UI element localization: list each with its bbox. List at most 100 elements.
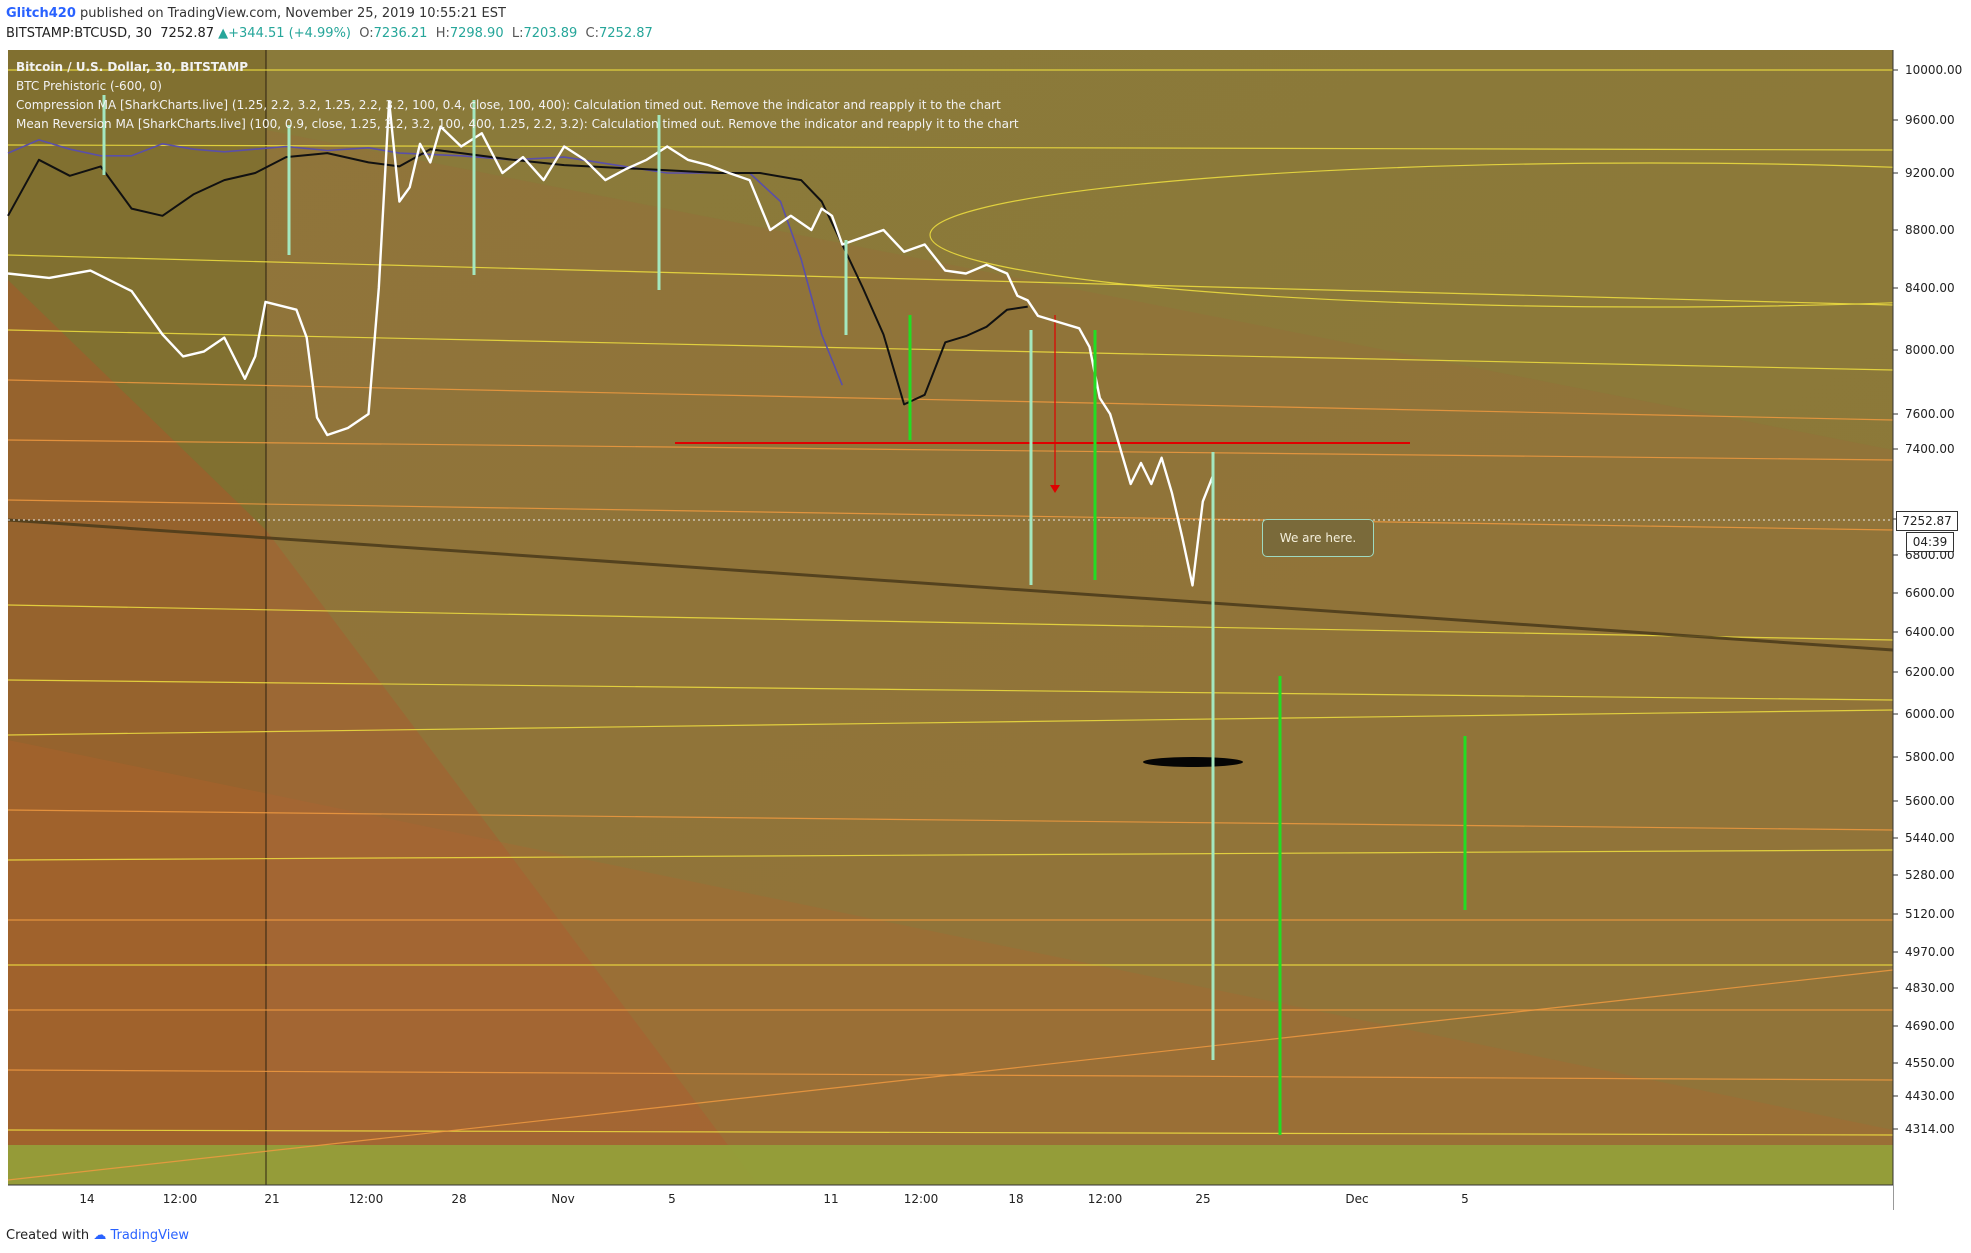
high-value: 7298.90 xyxy=(449,26,504,41)
x-tick-label: 12:00 xyxy=(163,1192,198,1206)
left-shaded-region xyxy=(8,50,266,1185)
current-price-badge: 7252.87 xyxy=(1896,511,1958,531)
x-axis-panel xyxy=(0,1185,1893,1210)
y-tick-label: 4830.00 xyxy=(1905,981,1955,995)
y-tick-label: 6200.00 xyxy=(1905,665,1955,679)
x-tick-label: 11 xyxy=(823,1192,838,1206)
bar-countdown-badge: 04:39 xyxy=(1906,532,1954,552)
publish-info: published on TradingView.com, November 2… xyxy=(80,6,506,21)
legend-prehistoric[interactable]: BTC Prehistoric (-600, 0) xyxy=(16,79,162,93)
author-link[interactable]: Glitch420 xyxy=(6,6,76,21)
black-target-ellipse xyxy=(1143,757,1243,767)
trendline xyxy=(7,518,1894,652)
signal-markers xyxy=(102,95,1467,1135)
price-chart[interactable]: 10400.0010000.009600.009200.008800.00840… xyxy=(0,50,1971,1220)
y-tick-label: 9200.00 xyxy=(1905,166,1955,180)
orange-lower-zone xyxy=(8,740,1893,1185)
x-axis[interactable]: 14 12:00 21 12:00 28 Nov 5 11 12:00 18 12:00 25 Dec 5 xyxy=(0,1184,1893,1210)
high-label: H: xyxy=(435,26,450,41)
fib-line-6 xyxy=(7,499,1894,531)
moving-averages xyxy=(7,139,1028,406)
orange-triangle-zone xyxy=(8,280,758,1185)
y-tick-label: 5800.00 xyxy=(1905,750,1955,764)
open-value: 7236.21 xyxy=(373,26,428,41)
x-tick-label: 14 xyxy=(79,1192,94,1206)
change-up-icon: ▲ xyxy=(218,26,229,41)
fib-line-16 xyxy=(7,1129,1894,1136)
close-value: 7252.87 xyxy=(599,26,653,41)
y-tick-label: 5600.00 xyxy=(1905,794,1955,808)
y-tick-label: 5280.00 xyxy=(1905,868,1955,882)
x-tick-label: 12:00 xyxy=(904,1192,939,1206)
last-price: 7252.87 xyxy=(160,26,214,41)
y-tick-label: 4314.00 xyxy=(1905,1122,1955,1136)
y-tick-label: 6000.00 xyxy=(1905,707,1955,721)
fib-arc xyxy=(929,162,1971,308)
x-tick-label: 5 xyxy=(1461,1192,1469,1206)
x-tick-label: 12:00 xyxy=(1088,1192,1123,1206)
green-floor-band xyxy=(8,1145,1893,1185)
y-tick-label: 8400.00 xyxy=(1905,281,1955,295)
indicator-legend: Bitcoin / U.S. Dollar, 30, BITSTAMP BTC … xyxy=(16,58,1019,134)
open-label: O: xyxy=(359,26,374,41)
fib-line-17 xyxy=(7,969,1894,1181)
fib-line-5 xyxy=(7,439,1894,461)
x-tick-label: 21 xyxy=(264,1192,279,1206)
x-tick-label: Nov xyxy=(551,1192,574,1206)
publish-line: Glitch420 published on TradingView.com, … xyxy=(6,6,506,21)
y-tick-label: 4550.00 xyxy=(1905,1056,1955,1070)
fib-line-7 xyxy=(7,604,1894,641)
low-value: 7203.89 xyxy=(523,26,578,41)
y-axis[interactable]: 10400.0010000.009600.009200.008800.00840… xyxy=(1892,50,1971,1210)
price-series xyxy=(7,100,1215,587)
x-tick-label: 25 xyxy=(1195,1192,1210,1206)
fib-line-4 xyxy=(7,379,1894,421)
red-arrow-head xyxy=(1050,485,1060,493)
x-tick-label: Dec xyxy=(1345,1192,1368,1206)
fib-line-2 xyxy=(7,254,1894,306)
fib-line-10 xyxy=(7,809,1894,831)
low-label: L: xyxy=(511,26,524,41)
btc-price-line xyxy=(7,100,1215,587)
plot-area xyxy=(8,50,1893,1185)
legend-compression-ma[interactable]: Compression MA [SharkCharts.live] (1.25,… xyxy=(16,98,1001,112)
y-tick-label: 6400.00 xyxy=(1905,625,1955,639)
ohlc-line: BITSTAMP:BTCUSD, 30 7252.87 ▲+344.51 (+4… xyxy=(6,26,653,41)
chart-background xyxy=(8,50,1893,1185)
change-value: +344.51 (+4.99%) xyxy=(228,26,351,41)
created-with-label: Created with xyxy=(6,1228,90,1243)
y-tick-label: 7400.00 xyxy=(1905,442,1955,456)
y-tick-label: 7600.00 xyxy=(1905,407,1955,421)
y-tick-label: 8000.00 xyxy=(1905,343,1955,357)
y-tick-label: 8800.00 xyxy=(1905,223,1955,237)
legend-mean-reversion-ma[interactable]: Mean Reversion MA [SharkCharts.live] (10… xyxy=(16,117,1019,131)
tradingview-logo-icon: ☁ xyxy=(93,1228,107,1243)
y-axis-panel xyxy=(1893,50,1971,1210)
close-label: C: xyxy=(585,26,599,41)
tradingview-brand-link[interactable]: TradingView xyxy=(110,1228,189,1243)
y-tick-label: 10000.00 xyxy=(1905,63,1962,77)
fib-line-3 xyxy=(7,329,1894,371)
fib-lines xyxy=(7,69,1971,1181)
y-tick-label: 5120.00 xyxy=(1905,907,1955,921)
fib-line-9 xyxy=(7,709,1894,736)
y-tick-label: 4430.00 xyxy=(1905,1089,1955,1103)
y-tick-label: 5440.00 xyxy=(1905,831,1955,845)
x-tick-label: 28 xyxy=(451,1192,466,1206)
x-tick-label: 12:00 xyxy=(349,1192,384,1206)
legend-title: Bitcoin / U.S. Dollar, 30, BITSTAMP xyxy=(16,60,249,74)
symbol-label: BITSTAMP:BTCUSD, 30 xyxy=(6,26,152,41)
fib-line-8 xyxy=(7,679,1894,701)
y-tick-label: 6600.00 xyxy=(1905,586,1955,600)
we-are-here-callout: We are here. xyxy=(1262,519,1374,557)
y-tick-label: 4970.00 xyxy=(1905,945,1955,959)
y-tick-label: 4690.00 xyxy=(1905,1019,1955,1033)
footer: Created with ☁ TradingView xyxy=(6,1228,189,1243)
compression-ma-line xyxy=(7,148,1028,406)
fib-line-11 xyxy=(7,849,1894,861)
y-tick-label: 9600.00 xyxy=(1905,113,1955,127)
x-tick-label: 18 xyxy=(1008,1192,1023,1206)
x-tick-label: 5 xyxy=(668,1192,676,1206)
fib-line-1 xyxy=(7,144,1894,151)
top-bar: Glitch420 published on TradingView.com, … xyxy=(0,0,1971,50)
